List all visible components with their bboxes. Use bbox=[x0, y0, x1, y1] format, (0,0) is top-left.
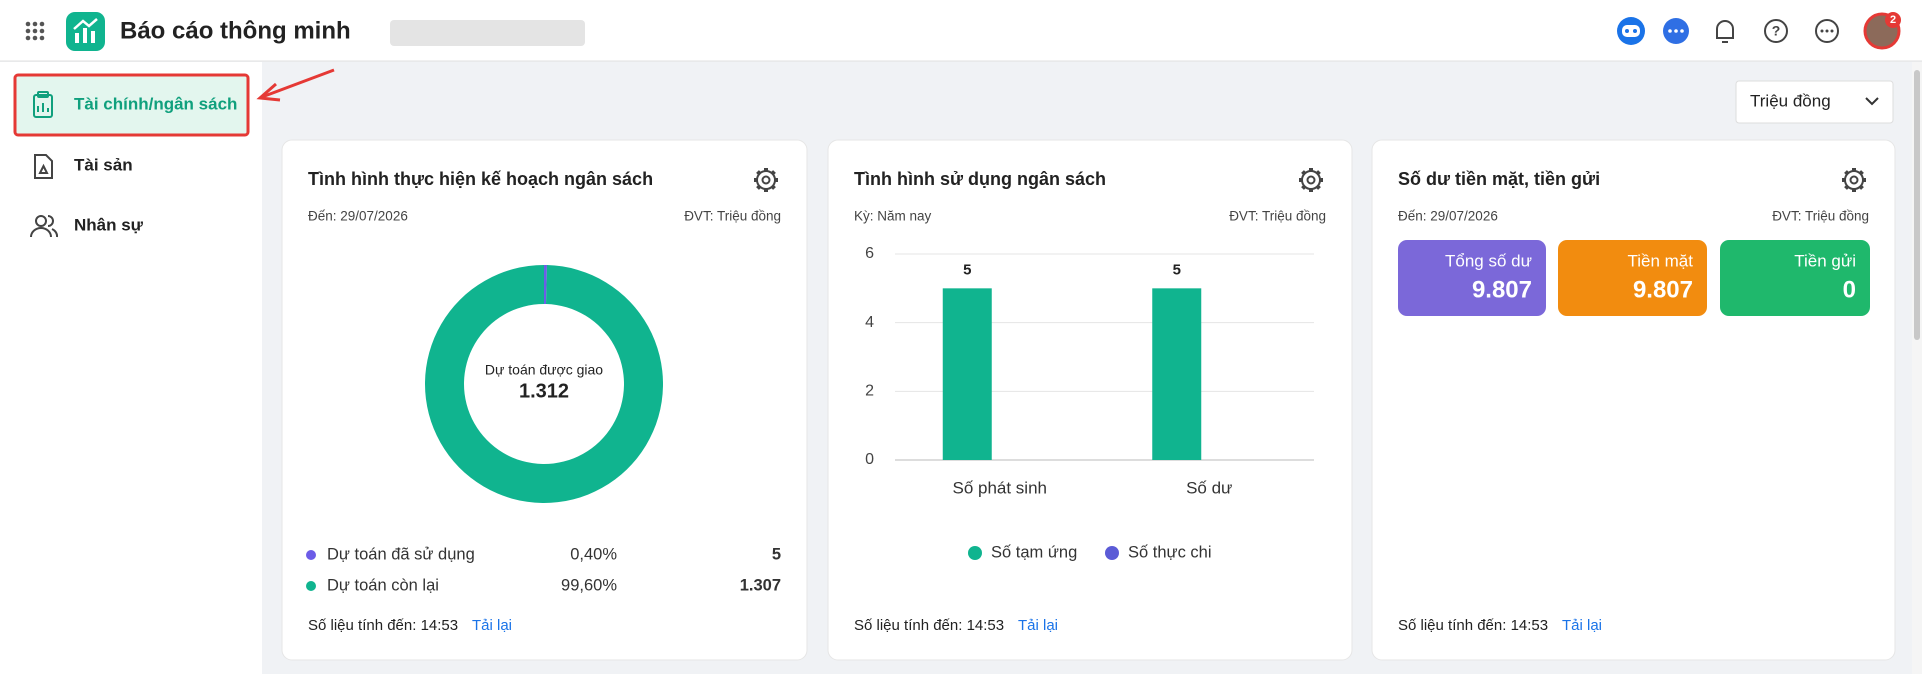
card-unit: ĐVT: Triệu đồng bbox=[684, 209, 781, 224]
chat-icon[interactable] bbox=[1663, 18, 1689, 44]
x-tick-label: Số phát sinh bbox=[952, 478, 1047, 497]
scrollbar-track bbox=[1912, 62, 1922, 674]
unit-select[interactable] bbox=[1735, 80, 1894, 124]
assistant-icon[interactable] bbox=[1617, 17, 1645, 45]
card bbox=[827, 139, 1353, 661]
donut-segment bbox=[544, 265, 547, 305]
y-tick-label: 2 bbox=[865, 383, 874, 400]
apps-icon[interactable] bbox=[25, 21, 45, 41]
settings-icon[interactable] bbox=[1299, 168, 1323, 192]
card-unit: ĐVT: Triệu đồng bbox=[1229, 209, 1326, 224]
card-unit: ĐVT: Triệu đồng bbox=[1772, 209, 1869, 224]
asset-icon bbox=[34, 154, 53, 179]
card-subtitle: Đến: 29/07/2026 bbox=[308, 209, 408, 224]
donut-segment bbox=[425, 265, 664, 503]
legend-dot bbox=[968, 546, 982, 560]
card-title: Tình hình thực hiện kế hoạch ngân sách bbox=[308, 169, 653, 189]
svg-text:?: ? bbox=[1772, 23, 1781, 39]
bell-icon[interactable] bbox=[1716, 20, 1734, 43]
people-icon bbox=[30, 215, 59, 238]
tile-value: 9.807 bbox=[1633, 276, 1693, 303]
legend-dot bbox=[306, 581, 316, 591]
card-footer: Số liệu tính đến: 14:53 bbox=[854, 617, 1004, 634]
balance-tile bbox=[1398, 240, 1546, 316]
x-tick-label: Số dư bbox=[1186, 478, 1232, 497]
nav-item[interactable]: Tài chính/ngân sách bbox=[74, 94, 237, 113]
tile-value: 9.807 bbox=[1472, 276, 1532, 303]
legend-percent: 0,40% bbox=[570, 545, 617, 563]
balance-tile bbox=[1558, 240, 1707, 316]
nav-item[interactable]: Tài sản bbox=[74, 155, 133, 174]
unit-select-value: Triệu đồng bbox=[1750, 91, 1831, 110]
reload-link[interactable]: Tải lại bbox=[1018, 617, 1058, 634]
more-icon[interactable] bbox=[1815, 19, 1839, 43]
bar bbox=[1152, 288, 1202, 460]
app-logo[interactable] bbox=[66, 12, 105, 51]
app-title: Báo cáo thông minh bbox=[120, 17, 351, 44]
header bbox=[0, 0, 1922, 61]
bar bbox=[942, 288, 992, 460]
legend-dot bbox=[1105, 546, 1119, 560]
balance-tile bbox=[1720, 240, 1870, 316]
scrollbar-thumb bbox=[1914, 70, 1920, 340]
donut-center-label: Dự toán được giao bbox=[485, 362, 603, 378]
tile-label: Tiền gửi bbox=[1794, 251, 1856, 270]
legend-label: Số tạm ứng bbox=[991, 543, 1077, 561]
finance-icon bbox=[33, 91, 53, 118]
card-title: Số dư tiền mặt, tiền gửi bbox=[1398, 169, 1600, 189]
blurred-field bbox=[390, 20, 585, 46]
card-title: Tình hình sử dụng ngân sách bbox=[854, 169, 1106, 189]
avatar[interactable] bbox=[1863, 12, 1901, 50]
tile-value: 0 bbox=[1843, 276, 1856, 303]
tile-label: Tổng số dư bbox=[1445, 251, 1532, 270]
reload-link[interactable]: Tải lại bbox=[472, 617, 512, 634]
y-tick-label: 6 bbox=[865, 245, 874, 262]
legend-dot bbox=[306, 550, 316, 560]
bar-value-label: 5 bbox=[963, 261, 971, 278]
card-subtitle: Đến: 29/07/2026 bbox=[1398, 209, 1498, 224]
card-subtitle: Kỳ: Năm nay bbox=[854, 209, 932, 224]
help-icon[interactable]: ? bbox=[1764, 19, 1788, 43]
settings-icon[interactable] bbox=[1842, 168, 1866, 192]
sidebar bbox=[0, 62, 262, 674]
legend-value: 1.307 bbox=[740, 576, 781, 594]
y-tick-label: 4 bbox=[865, 314, 874, 331]
notification-badge: 2 bbox=[1890, 14, 1896, 26]
dropdown-caret bbox=[1865, 97, 1879, 106]
legend-label: Dự toán còn lại bbox=[327, 576, 439, 594]
tile-label: Tiền mặt bbox=[1627, 251, 1693, 270]
card bbox=[281, 139, 808, 661]
card-footer: Số liệu tính đến: 14:53 bbox=[308, 617, 458, 634]
legend-percent: 99,60% bbox=[561, 576, 617, 594]
nav-item-active[interactable] bbox=[13, 73, 250, 137]
bar-value-label: 5 bbox=[1173, 261, 1181, 278]
nav-item[interactable]: Nhân sự bbox=[74, 215, 144, 234]
legend-value: 5 bbox=[772, 545, 781, 563]
donut-center-value: 1.312 bbox=[519, 380, 569, 402]
reload-link[interactable]: Tải lại bbox=[1562, 617, 1602, 634]
legend-label: Dự toán đã sử dụng bbox=[327, 545, 475, 563]
settings-icon[interactable] bbox=[754, 168, 778, 192]
card-footer: Số liệu tính đến: 14:53 bbox=[1398, 617, 1548, 634]
y-tick-label: 0 bbox=[865, 451, 874, 468]
annotation-arrow bbox=[256, 68, 335, 102]
legend-label: Số thực chi bbox=[1128, 543, 1212, 561]
